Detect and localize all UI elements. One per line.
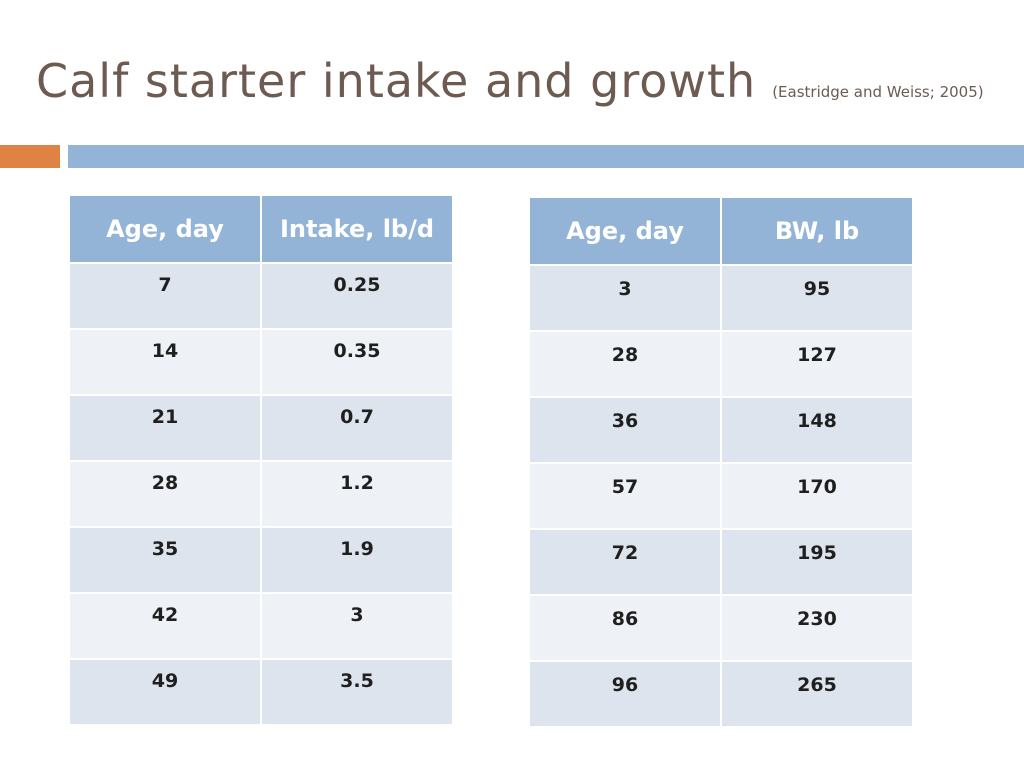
weight-cell: 195: [720, 528, 914, 596]
table-row: 28 127: [528, 330, 914, 398]
age-cell: 57: [528, 462, 722, 530]
age-cell: 28: [68, 460, 262, 528]
body-weight-table: Age, day BW, lb 3 95 28 127 36 148 57 17…: [528, 196, 914, 728]
table-row: 14 0.35: [68, 328, 454, 396]
intake-header-intake: Intake, lb/d: [260, 194, 454, 264]
age-cell: 42: [68, 592, 262, 660]
intake-cell: 3: [260, 592, 454, 660]
age-cell: 35: [68, 526, 262, 594]
citation: (Eastridge and Weiss; 2005): [772, 83, 984, 101]
age-cell: 28: [528, 330, 722, 398]
table-row: 7 0.25: [68, 262, 454, 330]
age-cell: 96: [528, 660, 722, 728]
table-row: 57 170: [528, 462, 914, 530]
age-cell: 7: [68, 262, 262, 330]
weight-cell: 95: [720, 264, 914, 332]
intake-cell: 0.25: [260, 262, 454, 330]
age-cell: 36: [528, 396, 722, 464]
table-row: 36 148: [528, 396, 914, 464]
intake-header-age: Age, day: [68, 194, 262, 264]
age-cell: 14: [68, 328, 262, 396]
age-cell: 49: [68, 658, 262, 726]
weight-cell: 170: [720, 462, 914, 530]
weight-cell: 265: [720, 660, 914, 728]
weight-cell: 148: [720, 396, 914, 464]
bw-header-weight: BW, lb: [720, 196, 914, 266]
accent-bar-orange: [0, 145, 60, 168]
table-row: 35 1.9: [68, 526, 454, 594]
slide-title: Calf starter intake and growth: [36, 54, 757, 108]
table-row: 86 230: [528, 594, 914, 662]
table-row: 42 3: [68, 592, 454, 660]
weight-cell: 230: [720, 594, 914, 662]
weight-cell: 127: [720, 330, 914, 398]
age-cell: 86: [528, 594, 722, 662]
table-row: 49 3.5: [68, 658, 454, 726]
intake-table: Age, day Intake, lb/d 7 0.25 14 0.35 21 …: [68, 194, 454, 726]
intake-cell: 3.5: [260, 658, 454, 726]
age-cell: 3: [528, 264, 722, 332]
accent-bar-blue: [68, 145, 1024, 168]
intake-cell: 1.2: [260, 460, 454, 528]
age-cell: 72: [528, 528, 722, 596]
age-cell: 21: [68, 394, 262, 462]
table-row: 3 95: [528, 264, 914, 332]
bw-header-age: Age, day: [528, 196, 722, 266]
table-row: 21 0.7: [68, 394, 454, 462]
intake-cell: 0.7: [260, 394, 454, 462]
title-row: Calf starter intake and growth (Eastridg…: [36, 54, 984, 108]
table-row: 96 265: [528, 660, 914, 728]
intake-cell: 1.9: [260, 526, 454, 594]
table-row: 72 195: [528, 528, 914, 596]
table-row: 28 1.2: [68, 460, 454, 528]
intake-cell: 0.35: [260, 328, 454, 396]
